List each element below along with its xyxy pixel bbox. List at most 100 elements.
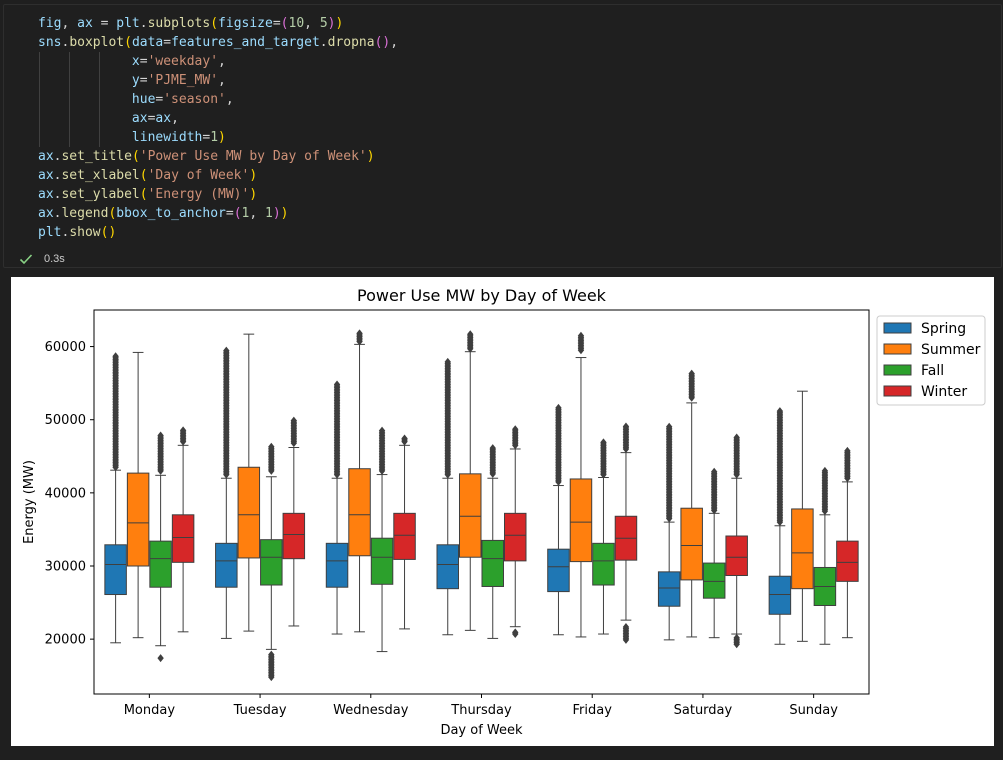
code-token: ( <box>108 206 117 221</box>
code-token: fig <box>38 16 62 31</box>
outlier-point <box>112 352 119 361</box>
code-token: = <box>147 111 156 126</box>
legend-label-spring: Spring <box>921 321 966 337</box>
code-token: plt <box>38 225 62 240</box>
code-line[interactable]: fig, ax = plt.subplots(figsize=(10, 5)) <box>38 14 398 33</box>
code-line[interactable]: ax=ax, <box>38 109 398 128</box>
x-tick-label: Saturday <box>674 703 733 718</box>
code-token: ) <box>218 130 226 145</box>
indent-guide <box>69 52 70 147</box>
indent-guide <box>39 52 40 147</box>
check-icon <box>19 254 33 265</box>
legend-box <box>876 315 986 406</box>
code-token: show <box>69 225 101 240</box>
outlier-point <box>733 433 740 442</box>
outlier-point <box>268 442 275 451</box>
legend-swatch-spring <box>883 322 912 334</box>
code-token: figsize <box>218 16 273 31</box>
axes-frame <box>93 309 870 695</box>
box-winter <box>282 512 306 560</box>
x-tick-label: Monday <box>124 703 176 718</box>
outlier-point <box>401 434 408 443</box>
code-token: bbox_to_anchor <box>116 206 226 221</box>
code-token: 'season' <box>163 92 226 107</box>
code-token: = <box>139 73 148 88</box>
box-winter <box>504 512 527 562</box>
legend-swatch-winter <box>883 385 912 397</box>
box-winter <box>836 540 859 582</box>
code-token: . <box>61 35 70 50</box>
code-token: = <box>272 16 281 31</box>
code-line[interactable]: ax.set_ylabel('Energy (MW)') <box>38 185 398 204</box>
y-axis-label: Energy (MW) <box>22 460 37 544</box>
code-token: = <box>202 130 211 145</box>
code-line[interactable]: ax.set_title('Power Use MW by Day of Wee… <box>38 147 398 166</box>
outlier-point <box>467 330 474 339</box>
code-token: = <box>163 35 172 50</box>
code-token: ( <box>280 16 289 31</box>
code-line[interactable]: y='PJME_MW', <box>38 71 398 90</box>
code-token: ax <box>38 168 54 183</box>
box-summer <box>126 472 150 567</box>
outlier-point <box>268 650 275 659</box>
code-token: 10 <box>288 16 305 31</box>
indent-guide <box>99 52 100 147</box>
code-token: boxplot <box>69 35 125 50</box>
code-cell[interactable]: fig, ax = plt.subplots(figsize=(10, 5)) s… <box>0 0 1003 270</box>
outlier-point <box>776 407 784 416</box>
code-line[interactable]: ax.set_xlabel('Day of Week') <box>38 166 398 185</box>
code-token: hue <box>38 92 156 107</box>
outlier-point <box>665 422 673 431</box>
code-token: set_ylabel <box>61 187 140 202</box>
box-fall <box>481 539 504 587</box>
execution-status: 0.3s <box>18 250 65 268</box>
code-token: . <box>53 149 62 164</box>
code-token: ) <box>280 206 289 221</box>
code-token: , <box>225 92 234 107</box>
code-token: 1 <box>241 206 250 221</box>
code-token: . <box>319 35 328 50</box>
outlier-point <box>157 431 164 440</box>
code-token: ( <box>124 35 132 50</box>
outlier-point <box>512 628 519 637</box>
outlier-point <box>821 466 829 475</box>
x-tick-label: Sunday <box>789 703 838 718</box>
code-token: y <box>38 73 140 88</box>
code-token: ) <box>272 206 281 221</box>
code-line[interactable]: x='weekday', <box>38 52 398 71</box>
code-token: ( <box>139 187 148 202</box>
code-line[interactable]: linewidth=1) <box>38 128 398 147</box>
outlier-point <box>577 331 585 340</box>
code-token: , <box>390 35 399 50</box>
outlier-point <box>179 426 187 435</box>
box-winter <box>171 514 195 563</box>
box-spring <box>547 548 570 593</box>
code-token: 1 <box>265 206 273 221</box>
code-token: ax <box>77 16 93 31</box>
code-token: ) <box>249 187 258 202</box>
code-token: , <box>171 111 179 126</box>
outlier-point <box>223 346 230 355</box>
x-axis-label: Day of Week <box>440 723 523 738</box>
code-line[interactable]: ax.legend(bbox_to_anchor=(1, 1)) <box>38 204 398 223</box>
legend-swatch-summer <box>883 343 912 355</box>
code-token: ( <box>131 149 140 164</box>
code-token: sns <box>38 35 62 50</box>
code-token: ( <box>233 206 242 221</box>
outlier-point <box>555 403 562 412</box>
code-token: ax <box>38 187 54 202</box>
code-token: features_and_target <box>171 35 320 50</box>
code-token: 5 <box>319 16 328 31</box>
code-line[interactable]: hue='season', <box>38 90 398 109</box>
code-token: , <box>249 206 265 221</box>
code-token: () <box>100 225 117 240</box>
y-tick-label: 20000 <box>45 633 86 648</box>
legend-label-fall: Fall <box>921 363 944 379</box>
code-token: = <box>155 92 164 107</box>
code-line[interactable]: plt.show() <box>38 223 398 242</box>
code-line[interactable]: sns.boxplot(data=features_and_target.dro… <box>38 33 398 52</box>
box-fall <box>592 542 615 586</box>
code-token: . <box>61 225 70 240</box>
code-token: x <box>38 54 140 69</box>
code-editor[interactable]: fig, ax = plt.subplots(figsize=(10, 5)) s… <box>38 14 398 242</box>
